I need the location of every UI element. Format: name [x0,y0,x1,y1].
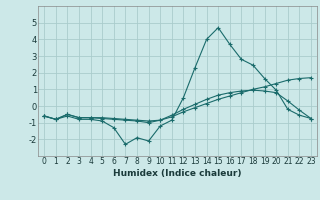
X-axis label: Humidex (Indice chaleur): Humidex (Indice chaleur) [113,169,242,178]
